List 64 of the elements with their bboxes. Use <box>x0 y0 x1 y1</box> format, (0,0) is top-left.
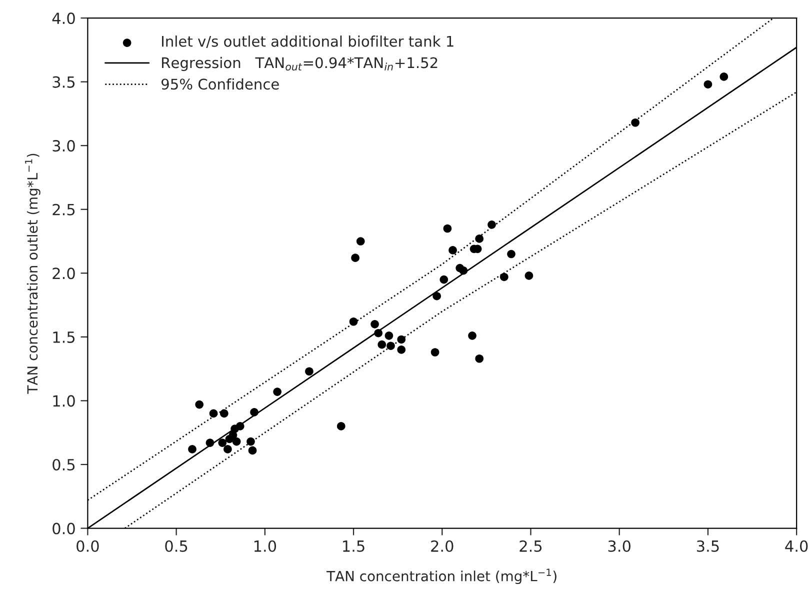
y-tick-label: 4.0 <box>52 12 75 24</box>
x-tick-label: 1.5 <box>343 540 364 552</box>
point <box>370 320 379 328</box>
y-tick-label: 0.5 <box>52 458 75 471</box>
y-tick-label: 3.5 <box>52 76 75 88</box>
point <box>459 266 468 275</box>
point <box>397 335 406 344</box>
point <box>206 438 214 447</box>
point <box>432 292 441 300</box>
point <box>378 340 386 349</box>
y-tick-label: 2.5 <box>52 204 75 216</box>
point <box>218 438 227 447</box>
y-tick-label: 1.5 <box>53 332 75 343</box>
point <box>209 409 218 418</box>
point <box>475 234 484 243</box>
x-axis-title: TAN concentration inlet (mg*L$^{−1}$) <box>326 568 556 584</box>
point <box>246 437 255 446</box>
point <box>500 272 508 282</box>
point <box>224 445 232 454</box>
x-tick-label: 3.5 <box>696 540 719 552</box>
point <box>232 437 241 446</box>
point <box>440 275 448 284</box>
point <box>524 272 534 280</box>
point <box>430 348 440 356</box>
y-axis-title: TAN concentration outlet (mg*L$^{−1}$) <box>25 154 40 394</box>
point <box>488 220 496 229</box>
x-tick-label: 0.5 <box>165 540 188 552</box>
y-tick-label: 2.0 <box>52 268 75 280</box>
point <box>351 254 360 262</box>
point <box>336 422 346 430</box>
point <box>475 354 484 363</box>
point <box>384 331 394 340</box>
point <box>273 388 282 396</box>
y-tick-label: 0.0 <box>52 522 75 534</box>
point <box>448 246 457 254</box>
point <box>188 445 196 454</box>
point <box>443 224 452 233</box>
legend-label: 95% Confidence <box>162 78 279 90</box>
y-tick-label: 1.0 <box>53 395 75 407</box>
point <box>468 331 476 340</box>
x-tick-label: 3.0 <box>608 540 630 552</box>
legend-label: Inlet v/s outlet additional biofilter tank 1 <box>162 36 454 48</box>
point <box>507 250 516 258</box>
point <box>356 237 365 246</box>
x-tick-label: 4.0 <box>785 540 808 552</box>
x-tick-label: 2.5 <box>520 540 542 552</box>
point <box>397 346 406 354</box>
point <box>720 72 728 81</box>
point <box>250 408 258 416</box>
point <box>631 118 640 127</box>
x-tick-label: 0.0 <box>76 540 99 552</box>
point <box>386 342 395 350</box>
legend-label: Regression TAN$_{out}$=0.94*TAN$_{in}$+1.52 <box>162 56 438 72</box>
point <box>195 400 204 409</box>
point <box>349 317 358 326</box>
x-tick-label: 1.0 <box>254 540 276 552</box>
point <box>374 328 382 338</box>
x-tick-label: 2.0 <box>431 540 454 552</box>
point <box>305 367 314 376</box>
y-tick-label: 3.0 <box>52 140 75 152</box>
point <box>248 446 257 455</box>
point <box>236 422 244 430</box>
point <box>220 409 228 418</box>
point <box>704 80 712 89</box>
